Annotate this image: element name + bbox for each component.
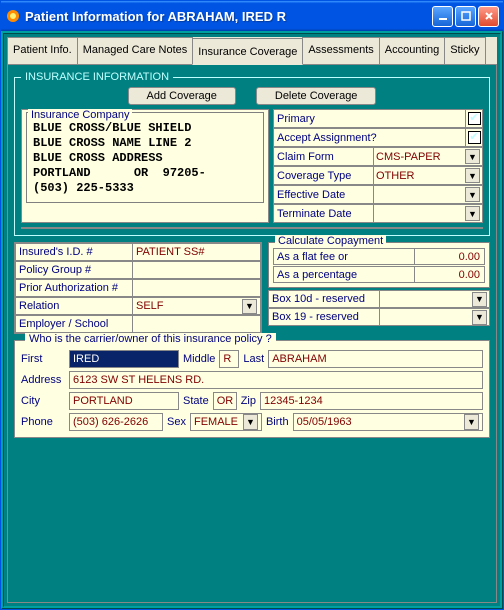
last-field[interactable]: ABRAHAM: [268, 350, 483, 368]
window: Patient Information for ABRAHAM, IRED R …: [0, 0, 504, 610]
policy-group-field[interactable]: [133, 261, 261, 279]
box10d-label: Box 10d - reserved: [268, 290, 380, 308]
relation-label: Relation: [15, 297, 133, 315]
chevron-down-icon: ▼: [243, 414, 258, 430]
tab-patient-info[interactable]: Patient Info.: [7, 37, 78, 64]
copay-form: Calculate Copayment As a flat fee or 0.0…: [268, 242, 490, 334]
insurance-info-fieldset: INSURANCE INFORMATION Add Coverage Delet…: [14, 71, 490, 236]
copay-legend: Calculate Copayment: [275, 235, 386, 247]
carrier-legend: Who is the carrier/owner of this insuran…: [25, 333, 276, 345]
phone-label: Phone: [21, 416, 65, 428]
ins-line4: PORTLAND OR 97205-: [33, 166, 257, 181]
maximize-button[interactable]: [455, 6, 476, 27]
box19-field[interactable]: ▼: [380, 308, 490, 326]
phone-field[interactable]: (503) 626-2626: [69, 413, 163, 431]
close-button[interactable]: [478, 6, 499, 27]
last-label: Last: [243, 353, 264, 365]
sex-label: Sex: [167, 416, 186, 428]
primary-checkbox[interactable]: ✔: [465, 109, 483, 128]
middle-label: Middle: [183, 353, 215, 365]
claim-form-dropdown[interactable]: CMS-PAPER ▼: [373, 147, 483, 166]
state-label: State: [183, 395, 209, 407]
prior-auth-label: Prior Authorization #: [15, 279, 133, 297]
state-field[interactable]: OR: [213, 392, 237, 410]
coverage-list-panel[interactable]: [21, 227, 483, 229]
insurance-info-legend: INSURANCE INFORMATION: [21, 71, 173, 83]
coverage-type-label: Coverage Type: [273, 166, 373, 185]
zip-label: Zip: [241, 395, 256, 407]
tab-page: INSURANCE INFORMATION Add Coverage Delet…: [7, 64, 497, 603]
delete-coverage-button[interactable]: Delete Coverage: [256, 87, 377, 105]
copay-flat-label: As a flat fee or: [273, 248, 415, 265]
coverage-attributes: Primary ✔ Accept Assignment? ✔ Claim For…: [273, 109, 483, 223]
chevron-down-icon: ▼: [465, 206, 480, 221]
zip-field[interactable]: 12345-1234: [260, 392, 483, 410]
ins-line2: BLUE CROSS NAME LINE 2: [33, 136, 257, 151]
birth-label: Birth: [266, 416, 289, 428]
app-icon: [5, 8, 21, 24]
insured-id-field[interactable]: PATIENT SS#: [133, 243, 261, 261]
first-label: First: [21, 353, 65, 365]
copay-pct-field[interactable]: 0.00: [415, 266, 485, 283]
client-area: Patient Info. Managed Care Notes Insuran…: [1, 31, 503, 609]
insurance-company-panel: Insurance Company BLUE CROSS/BLUE SHIELD…: [21, 109, 269, 223]
chevron-down-icon: ▼: [465, 149, 480, 164]
ins-line3: BLUE CROSS ADDRESS: [33, 151, 257, 166]
minimize-button[interactable]: [432, 6, 453, 27]
chevron-down-icon: ▼: [465, 187, 480, 202]
ins-line1: BLUE CROSS/BLUE SHIELD: [33, 121, 257, 136]
chevron-down-icon: ▼: [242, 299, 257, 314]
tab-insurance-coverage[interactable]: Insurance Coverage: [192, 38, 303, 65]
employer-field[interactable]: [133, 315, 261, 333]
chevron-down-icon: ▼: [464, 414, 479, 430]
employer-label: Employer / School: [15, 315, 133, 333]
chevron-down-icon: ▼: [465, 168, 480, 183]
address-field[interactable]: 6123 SW ST HELENS RD.: [69, 371, 483, 389]
city-field[interactable]: PORTLAND: [69, 392, 179, 410]
relation-dropdown[interactable]: SELF ▼: [133, 297, 261, 315]
copay-flat-field[interactable]: 0.00: [415, 248, 485, 265]
city-label: City: [21, 395, 65, 407]
tab-assessments[interactable]: Assessments: [302, 37, 379, 64]
copay-fieldset: Calculate Copayment As a flat fee or 0.0…: [268, 242, 490, 288]
sex-dropdown[interactable]: FEMALE ▼: [190, 413, 262, 431]
copay-pct-label: As a percentage: [273, 266, 415, 283]
tab-strip: Patient Info. Managed Care Notes Insuran…: [7, 37, 497, 64]
effective-date-label: Effective Date: [273, 185, 373, 204]
tab-managed-care[interactable]: Managed Care Notes: [77, 37, 194, 64]
accept-assignment-label: Accept Assignment?: [273, 128, 465, 147]
claim-form-label: Claim Form: [273, 147, 373, 166]
coverage-type-dropdown[interactable]: OTHER ▼: [373, 166, 483, 185]
claim-form-value: CMS-PAPER: [376, 151, 441, 163]
insured-id-label: Insured's I.D. #: [15, 243, 133, 261]
ins-line5: (503) 225-5333: [33, 181, 257, 196]
terminate-date-label: Terminate Date: [273, 204, 373, 223]
titlebar[interactable]: Patient Information for ABRAHAM, IRED R: [1, 1, 503, 31]
box10d-field[interactable]: ▼: [380, 290, 490, 308]
first-field[interactable]: IRED: [69, 350, 179, 368]
insurance-company-legend: Insurance Company: [28, 109, 132, 121]
prior-auth-field[interactable]: [133, 279, 261, 297]
coverage-type-value: OTHER: [376, 170, 415, 182]
chevron-down-icon: ▼: [472, 292, 487, 307]
tab-sticky[interactable]: Sticky: [444, 37, 485, 64]
chevron-down-icon: ▼: [472, 310, 487, 325]
primary-label: Primary: [273, 109, 465, 128]
policy-group-label: Policy Group #: [15, 261, 133, 279]
accept-assignment-checkbox[interactable]: ✔: [465, 128, 483, 147]
box19-label: Box 19 - reserved: [268, 308, 380, 326]
window-title: Patient Information for ABRAHAM, IRED R: [25, 9, 432, 24]
tab-accounting[interactable]: Accounting: [379, 37, 445, 64]
middle-field[interactable]: R: [219, 350, 239, 368]
carrier-fieldset: Who is the carrier/owner of this insuran…: [14, 340, 490, 438]
insured-form: Insured's I.D. # PATIENT SS# Policy Grou…: [14, 242, 262, 334]
terminate-date-dropdown[interactable]: ▼: [373, 204, 483, 223]
effective-date-dropdown[interactable]: ▼: [373, 185, 483, 204]
address-label: Address: [21, 374, 65, 386]
add-coverage-button[interactable]: Add Coverage: [128, 87, 236, 105]
birth-dropdown[interactable]: 05/05/1963 ▼: [293, 413, 483, 431]
